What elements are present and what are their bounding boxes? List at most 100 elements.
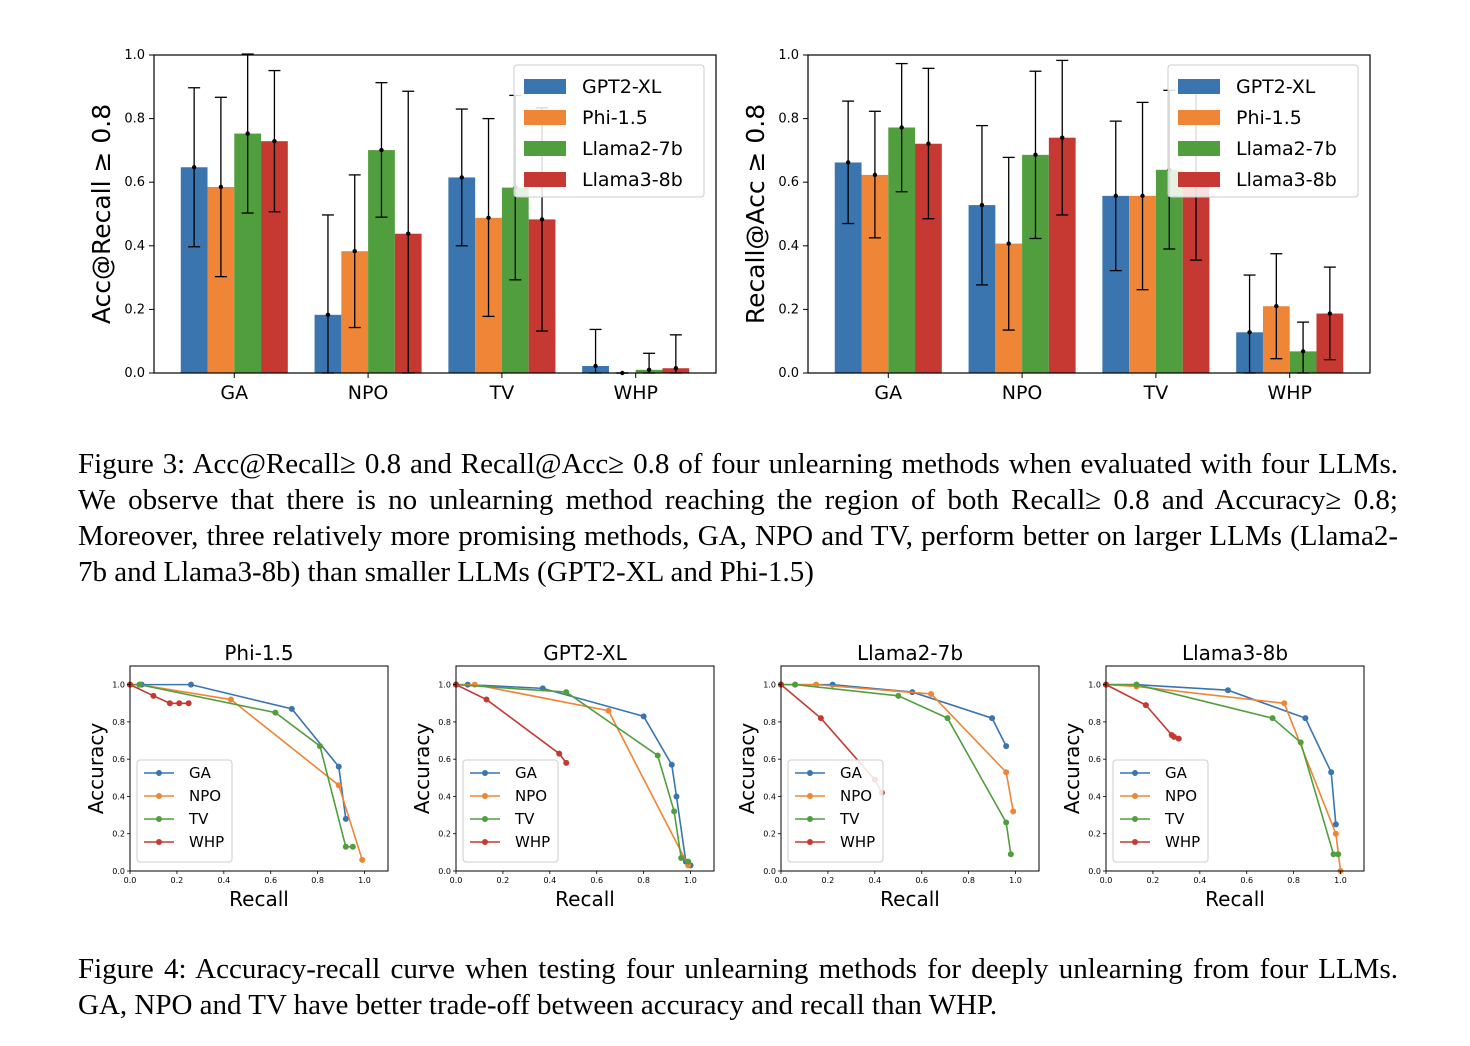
y-tick-label: 0.4 — [112, 792, 125, 801]
errorbar-mean-dot — [1060, 135, 1065, 140]
x-tick-label: TV — [489, 382, 515, 404]
x-tick-label: 0.6 — [915, 876, 928, 885]
x-axis-label: Recall — [229, 887, 289, 911]
y-tick-label: 0.2 — [438, 830, 451, 839]
errorbar-mean-dot — [1274, 304, 1279, 309]
point-GA — [989, 715, 996, 722]
y-axis-label: Accuracy — [735, 723, 759, 814]
x-tick-label: 1.0 — [358, 876, 371, 885]
y-tick-label: 1.0 — [124, 48, 145, 63]
point-TV — [895, 692, 902, 699]
x-tick-label: 0.2 — [1147, 876, 1160, 885]
point-TV — [1297, 739, 1304, 746]
point-WHP — [185, 700, 192, 707]
x-axis-label: Recall — [1205, 887, 1265, 911]
point-TV — [654, 752, 661, 759]
x-tick-label: 0.4 — [1193, 876, 1206, 885]
legend-marker-NPO — [807, 793, 813, 799]
y-tick-label: 0.2 — [763, 830, 776, 839]
x-tick-label: 0.4 — [543, 876, 556, 885]
legend-swatch-Llama2-7b — [524, 141, 566, 156]
point-NPO — [1332, 830, 1339, 837]
x-tick-label: 0.2 — [497, 876, 510, 885]
bar-chart-1: 0.0 0.2 0.4 0.6 0.8 1.0 GA NPO TV WHP Acc@Recall ≥… — [87, 48, 717, 404]
y-tick-label: 0.6 — [112, 755, 125, 764]
y-tick-label: 0.2 — [112, 830, 125, 839]
point-TV — [1330, 851, 1337, 858]
y-tick-label: 0.0 — [1088, 867, 1101, 876]
point-TV — [136, 681, 143, 688]
legend-marker-WHP — [482, 839, 488, 845]
y-tick-label: 0.2 — [778, 302, 799, 317]
point-TV — [1335, 851, 1342, 858]
legend-label-Llama2-7b: Llama2-7b — [582, 138, 683, 160]
y-tick-label: 0.8 — [778, 112, 799, 127]
legend-marker-TV — [156, 816, 162, 822]
point-GA — [668, 761, 675, 768]
x-tick-label: 1.0 — [684, 876, 697, 885]
y-tick-label: 0.8 — [438, 718, 451, 727]
y-tick-label: 0.4 — [124, 239, 145, 254]
errorbar-mean-dot — [1300, 349, 1306, 354]
y-tick-label: 0.0 — [763, 867, 776, 876]
legend-swatch-Llama3-8b — [1178, 172, 1220, 187]
point-WHP — [1142, 702, 1149, 709]
x-tick-label: 1.0 — [1009, 876, 1022, 885]
point-NPO — [1003, 769, 1010, 776]
y-tick-label: 0.2 — [1088, 830, 1101, 839]
x-tick-label: 0.8 — [962, 876, 975, 885]
point-GA — [673, 793, 680, 800]
point-NPO — [1281, 700, 1288, 707]
y-tick-label: 0.6 — [1088, 755, 1101, 764]
point-GA — [1302, 715, 1309, 722]
legend-marker-GA — [1132, 770, 1138, 776]
legend-box — [1112, 759, 1209, 863]
y-tick-label: 0.8 — [112, 718, 125, 727]
line-chart-3: 0.0 0.2 0.4 0.6 0.8 1.0 0.0 0.2 0.4 0.6 0.8 1.0 Llam… — [735, 641, 1040, 911]
x-tick-label: 0.2 — [171, 876, 184, 885]
legend-box — [513, 64, 705, 198]
point-NPO — [928, 690, 935, 697]
legend: GPT2-XL Phi-1.5 Llama2-7b Llama3-8b — [1167, 64, 1359, 198]
point-TV — [563, 689, 570, 696]
point-GA — [288, 705, 295, 712]
legend-marker-GA — [807, 770, 813, 776]
point-WHP — [176, 700, 183, 707]
x-tick-label: WHP — [613, 382, 658, 404]
axes-frame — [129, 665, 389, 872]
x-tick-label: 0.2 — [822, 876, 835, 885]
errorbar-mean-dot — [593, 363, 598, 369]
x-tick-label: 0.0 — [124, 876, 137, 885]
x-tick-label: 1.0 — [1334, 876, 1347, 885]
legend-label-Llama3-8b: Llama3-8b — [582, 169, 683, 191]
y-axis-label: Accuracy — [1060, 723, 1084, 814]
chart-title: Llama2-7b — [857, 641, 963, 665]
errorbar-mean-dot — [899, 125, 904, 130]
legend-label-WHP: WHP — [840, 833, 875, 851]
point-TV — [685, 858, 692, 865]
legend-marker-GA — [156, 770, 162, 776]
legend-label-GA: GA — [840, 764, 863, 782]
y-tick-label: 1.0 — [778, 48, 799, 63]
legend-label-NPO: NPO — [1165, 787, 1197, 805]
chart-title: GPT2-XL — [543, 641, 627, 665]
x-tick-label: 0.6 — [1240, 876, 1253, 885]
x-tick-label: 0.4 — [868, 876, 881, 885]
y-tick-label: 0.0 — [124, 366, 145, 381]
point-TV — [678, 854, 685, 861]
x-tick-label: 0.0 — [450, 876, 463, 885]
x-tick-label: 0.6 — [264, 876, 277, 885]
legend-swatch-Phi-1.5 — [524, 110, 566, 125]
legend-marker-NPO — [156, 793, 162, 799]
point-TV — [792, 681, 799, 688]
point-GA — [1224, 687, 1231, 694]
point-GA — [342, 815, 349, 822]
errorbar-mean-dot — [845, 160, 851, 165]
y-tick-label: 0.6 — [778, 175, 799, 190]
legend-label-NPO: NPO — [515, 787, 547, 805]
legend-label-GA: GA — [189, 764, 212, 782]
errorbar-mean-dot — [926, 141, 931, 146]
legend-marker-TV — [482, 816, 488, 822]
legend-label-Llama3-8b: Llama3-8b — [1236, 169, 1337, 191]
